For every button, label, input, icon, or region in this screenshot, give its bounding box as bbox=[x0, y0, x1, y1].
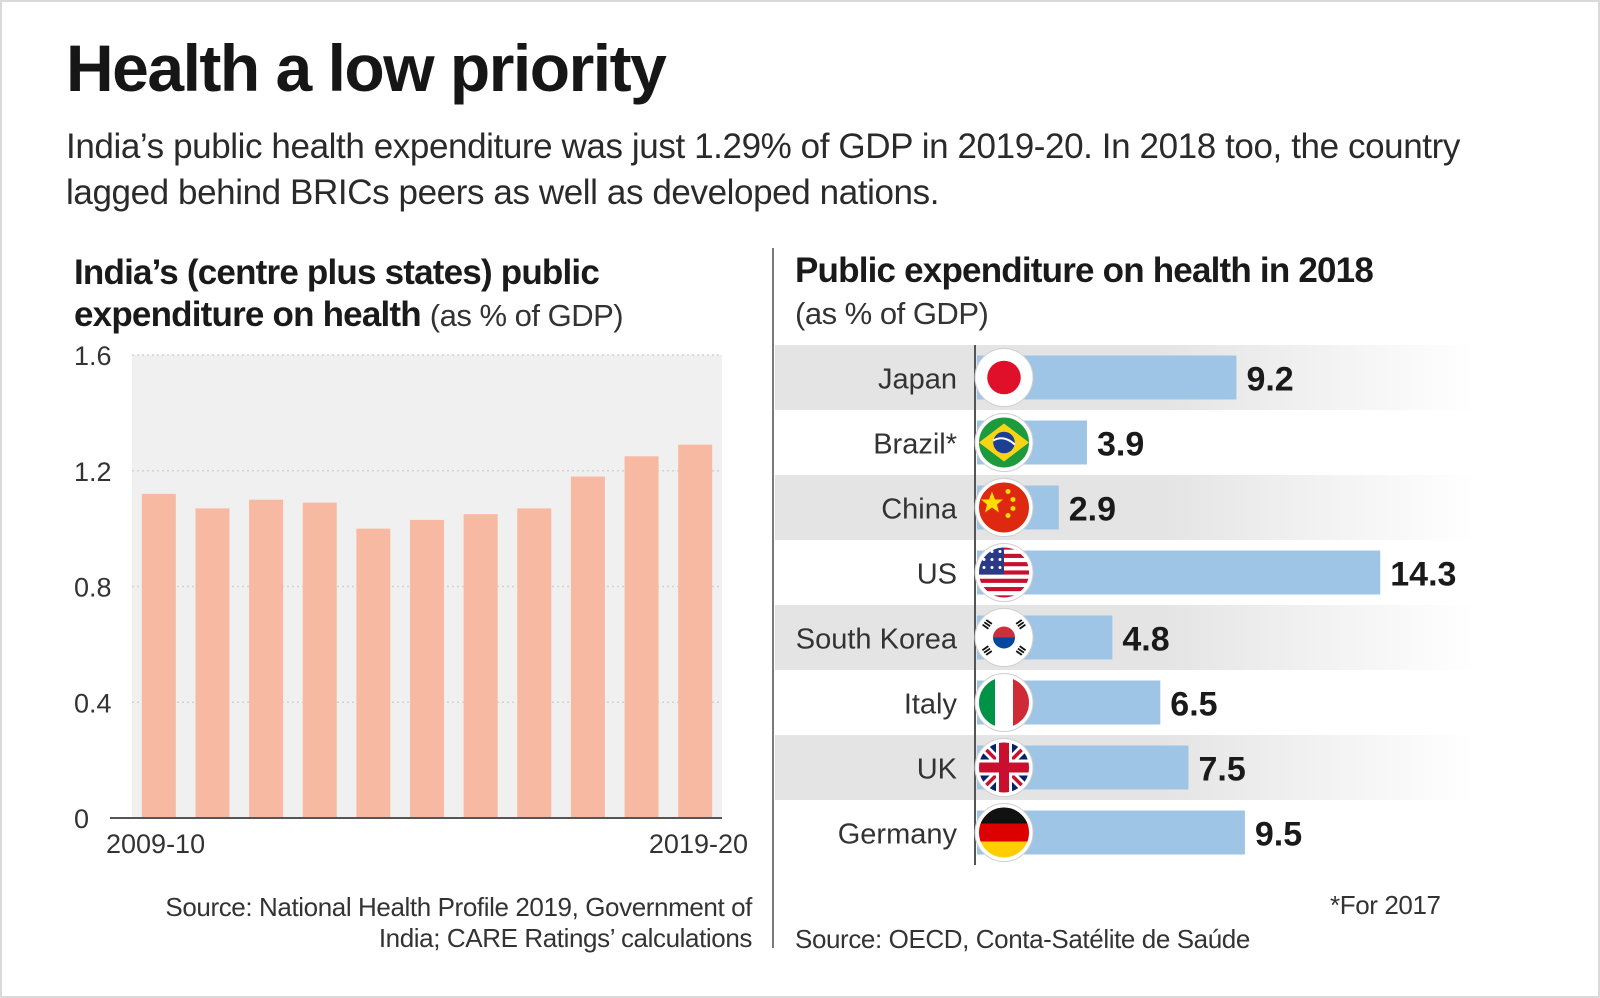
y-tick-label: 1.2 bbox=[74, 457, 112, 487]
japan-flag-icon bbox=[974, 348, 1034, 407]
bar-2015-16 bbox=[463, 514, 498, 818]
bar-2009-10 bbox=[141, 493, 176, 818]
category-label: Germany bbox=[838, 819, 958, 851]
x-tick-label-first: 2009-10 bbox=[106, 829, 205, 859]
value-label: 9.5 bbox=[1255, 816, 1302, 854]
row-stripe bbox=[775, 605, 1475, 670]
bar-2014-15 bbox=[410, 519, 444, 818]
bar-2017-18 bbox=[570, 476, 605, 818]
germany-flag-icon bbox=[974, 803, 1034, 862]
bar-2018-19 bbox=[624, 456, 659, 818]
category-label: Italy bbox=[904, 689, 958, 721]
right-chart-unit: (as % of GDP) bbox=[795, 296, 989, 331]
category-label: US bbox=[917, 559, 957, 591]
china-flag-icon bbox=[974, 478, 1034, 537]
right-source-note: Source: OECD, Conta-Satélite de Saúde bbox=[795, 924, 1250, 954]
left-chart-unit: (as % of GDP) bbox=[429, 298, 624, 333]
india-health-expenditure-chart: 0 0.4 0.8 1.2 1.6 2009-10 2019-20 bbox=[74, 341, 748, 859]
category-label: China bbox=[881, 494, 958, 526]
country-health-expenditure-chart: Japan 9.2 Brazil* 3.9 China 2.9 US 14.3 South Ko… bbox=[775, 345, 1475, 865]
bar-2010-11 bbox=[195, 508, 230, 818]
y-tick-label: 0 bbox=[74, 804, 89, 834]
bar-2011-12 bbox=[249, 499, 284, 818]
left-chart-title: India’s (centre plus states) public expe… bbox=[74, 253, 600, 334]
italy-flag-icon bbox=[974, 673, 1034, 732]
bar-us bbox=[977, 550, 1381, 595]
value-label: 7.5 bbox=[1199, 751, 1246, 789]
y-tick-label: 0.8 bbox=[74, 573, 112, 603]
value-label: 14.3 bbox=[1390, 556, 1456, 594]
y-tick-label: 1.6 bbox=[74, 341, 112, 371]
page-title: Health a low priority bbox=[66, 31, 667, 105]
left-source-note: Source: National Health Profile 2019, Go… bbox=[165, 892, 752, 953]
value-label: 4.8 bbox=[1122, 621, 1169, 659]
category-label: Japan bbox=[878, 364, 957, 396]
left-chart-heading: India’s (centre plus states) public expe… bbox=[74, 252, 754, 337]
value-label: 2.9 bbox=[1069, 491, 1116, 529]
value-label: 3.9 bbox=[1097, 426, 1144, 464]
category-label: Brazil* bbox=[873, 429, 957, 461]
us-flag-icon bbox=[974, 543, 1034, 602]
brazil-footnote: *For 2017 bbox=[1330, 890, 1441, 920]
x-tick-label-last: 2019-20 bbox=[649, 829, 748, 859]
bar-2012-13 bbox=[302, 502, 337, 818]
south-korea-flag-icon bbox=[974, 608, 1034, 667]
category-label: South Korea bbox=[796, 624, 958, 656]
value-label: 6.5 bbox=[1170, 686, 1217, 724]
right-chart-title: Public expenditure on health in 2018 bbox=[795, 251, 1374, 290]
brazil-flag-icon bbox=[974, 413, 1034, 472]
page-subtitle: India’s public health expenditure was ju… bbox=[66, 127, 1460, 212]
bar-2013-14 bbox=[356, 528, 391, 818]
y-tick-label: 0.4 bbox=[74, 688, 112, 718]
row-stripe bbox=[775, 475, 1475, 540]
uk-flag-icon bbox=[974, 738, 1034, 797]
category-label: UK bbox=[917, 754, 958, 786]
bar-2016-17 bbox=[517, 508, 552, 818]
bar-2019-20 bbox=[678, 444, 713, 818]
value-label: 9.2 bbox=[1246, 361, 1293, 399]
panel-divider bbox=[772, 248, 774, 948]
